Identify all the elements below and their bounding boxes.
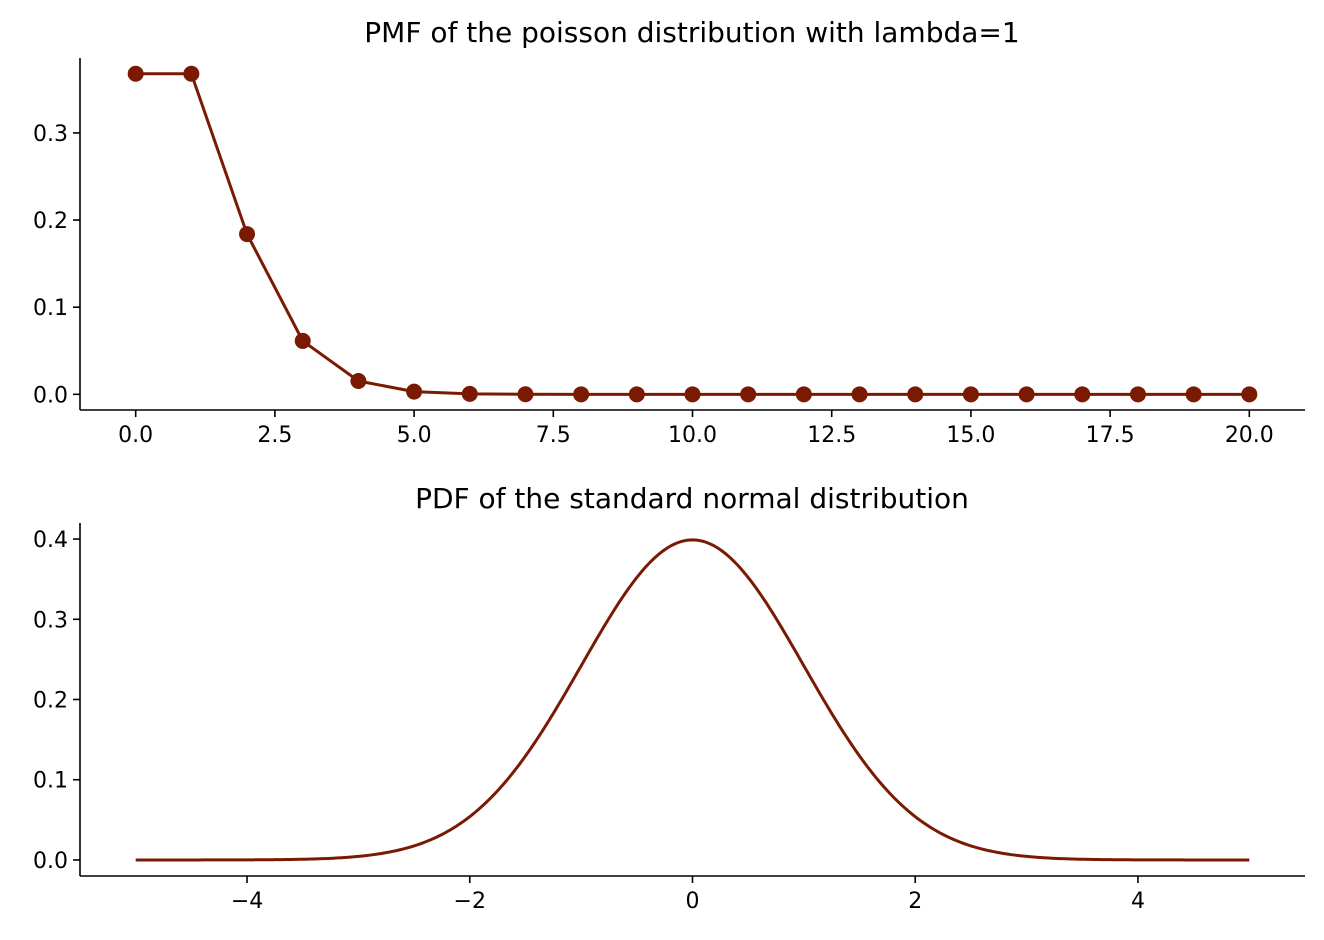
data-point bbox=[517, 386, 534, 403]
x-tick-label: 4 bbox=[1131, 889, 1145, 914]
y-tick-label: 0.1 bbox=[33, 296, 68, 321]
x-tick-label: −4 bbox=[231, 889, 263, 914]
x-tick-label: 20.0 bbox=[1225, 423, 1274, 448]
x-tick-label: 12.5 bbox=[807, 423, 856, 448]
data-point bbox=[962, 386, 979, 403]
series-line bbox=[135, 538, 1250, 862]
data-point bbox=[183, 65, 200, 82]
x-tick-label: 2 bbox=[908, 889, 922, 914]
y-tick-label: 0.2 bbox=[33, 209, 68, 234]
data-point bbox=[795, 386, 812, 403]
data-point bbox=[628, 386, 645, 403]
data-point bbox=[127, 65, 144, 82]
x-tick-label: 0.0 bbox=[118, 423, 153, 448]
data-point bbox=[350, 372, 367, 389]
x-tick-label: 15.0 bbox=[946, 423, 995, 448]
y-tick-label: 0.1 bbox=[33, 769, 68, 794]
data-point bbox=[573, 386, 590, 403]
x-tick-label: 5.0 bbox=[397, 423, 432, 448]
x-axis-ticks: 0.0 2.5 5.0 7.5 10.0 12.5 15.0 17.5 20.0 bbox=[118, 410, 1274, 448]
x-tick-label: −2 bbox=[454, 889, 486, 914]
data-point bbox=[294, 332, 311, 349]
chart-title: PMF of the poisson distribution with lam… bbox=[364, 16, 1019, 49]
data-point bbox=[1241, 386, 1258, 403]
data-point bbox=[461, 385, 478, 402]
y-tick-label: 0.3 bbox=[33, 122, 68, 147]
x-tick-label: 17.5 bbox=[1086, 423, 1135, 448]
y-tick-label: 0.4 bbox=[33, 528, 68, 553]
data-point bbox=[740, 386, 757, 403]
data-point bbox=[406, 383, 423, 400]
x-axis-ticks: −4 −2 0 2 4 bbox=[231, 876, 1145, 914]
y-tick-label: 0.3 bbox=[33, 608, 68, 633]
data-point bbox=[1018, 386, 1035, 403]
y-tick-label: 0.0 bbox=[33, 383, 68, 408]
x-tick-label: 2.5 bbox=[257, 423, 292, 448]
data-point bbox=[684, 386, 701, 403]
data-point bbox=[1129, 386, 1146, 403]
pmf-series bbox=[127, 65, 1258, 403]
data-point bbox=[239, 226, 256, 243]
x-tick-label: 7.5 bbox=[536, 423, 571, 448]
x-tick-label: 0 bbox=[686, 889, 700, 914]
data-point bbox=[907, 386, 924, 403]
x-tick-label: 10.0 bbox=[668, 423, 717, 448]
poisson-pmf-chart: PMF of the poisson distribution with lam… bbox=[33, 16, 1305, 448]
normal-pdf-chart: PDF of the standard normal distribution … bbox=[33, 482, 1305, 914]
data-point bbox=[1074, 386, 1091, 403]
data-point bbox=[851, 386, 868, 403]
y-axis-ticks: 0.0 0.1 0.2 0.3 bbox=[33, 122, 80, 408]
data-point bbox=[1185, 386, 1202, 403]
y-tick-label: 0.0 bbox=[33, 849, 68, 874]
pdf-series bbox=[135, 538, 1250, 862]
y-tick-label: 0.2 bbox=[33, 689, 68, 714]
y-axis-ticks: 0.0 0.1 0.2 0.3 0.4 bbox=[33, 528, 80, 874]
chart-title: PDF of the standard normal distribution bbox=[415, 482, 969, 515]
